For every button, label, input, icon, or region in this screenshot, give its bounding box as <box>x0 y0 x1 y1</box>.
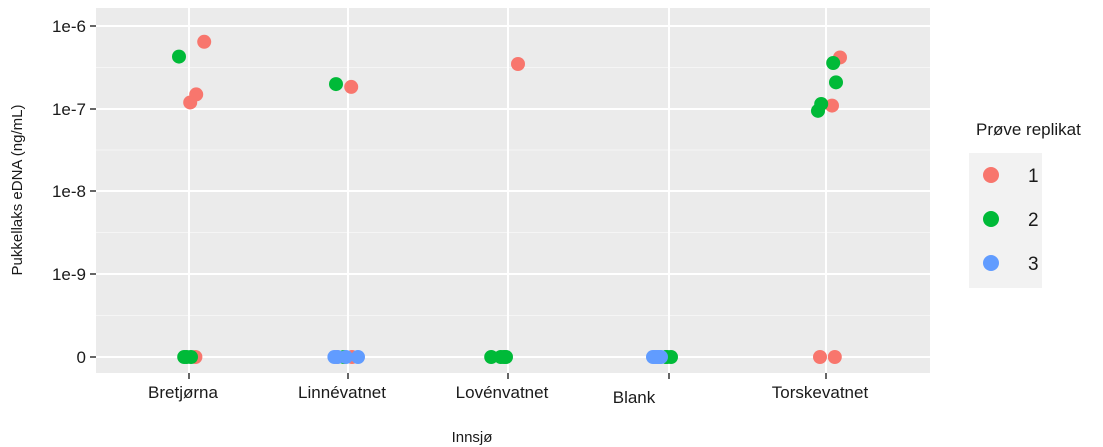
data-points <box>172 34 847 364</box>
data-point <box>829 75 843 90</box>
legend-key <box>983 211 999 227</box>
legend-key <box>983 167 999 183</box>
legend: Prøve replikat 1 2 3 <box>969 120 1081 288</box>
x-tick-label: Bretjørna <box>148 383 218 402</box>
data-point <box>814 96 829 111</box>
y-axis-title: Pukkellaks eDNA (ng/mL) <box>9 105 26 276</box>
data-point <box>172 49 186 64</box>
x-tick-label: Lovénvatnet <box>456 383 549 402</box>
data-point <box>344 79 359 94</box>
x-tick-label: Linnévatnet <box>298 383 386 402</box>
data-point <box>183 95 198 110</box>
x-axis: Bretjørna Linnévatnet Lovénvatnet Blank Tors… <box>148 373 868 407</box>
y-tick-label: 1e-7 <box>52 100 86 119</box>
data-point <box>827 350 842 364</box>
data-point <box>484 350 499 364</box>
y-tick-label: 0 <box>77 348 86 367</box>
data-point <box>825 98 839 113</box>
data-point <box>499 350 513 364</box>
data-point <box>329 77 343 92</box>
legend-title: Prøve replikat <box>976 120 1081 139</box>
y-tick-label: 1e-8 <box>52 182 86 201</box>
x-axis-title: Innsjø <box>452 429 493 446</box>
legend-label: 3 <box>1028 254 1039 275</box>
grid <box>96 8 930 373</box>
data-point <box>826 55 841 70</box>
x-tick-label: Blank <box>613 388 656 407</box>
data-point <box>184 350 198 364</box>
data-point <box>339 350 353 364</box>
data-point <box>813 350 827 364</box>
y-tick-label: 1e-9 <box>52 265 86 284</box>
y-axis: 0 1e-9 1e-8 1e-7 1e-6 <box>52 17 96 367</box>
legend-key <box>983 255 999 271</box>
legend-label: 1 <box>1028 166 1039 187</box>
legend-label: 2 <box>1028 210 1039 231</box>
data-point <box>351 350 365 364</box>
data-point <box>197 34 212 49</box>
data-point <box>654 350 668 364</box>
x-tick-label: Torskevatnet <box>772 383 869 402</box>
data-point <box>664 350 678 364</box>
legend-key-panel <box>969 153 1042 288</box>
y-tick-label: 1e-6 <box>52 17 86 36</box>
data-point <box>511 57 525 72</box>
